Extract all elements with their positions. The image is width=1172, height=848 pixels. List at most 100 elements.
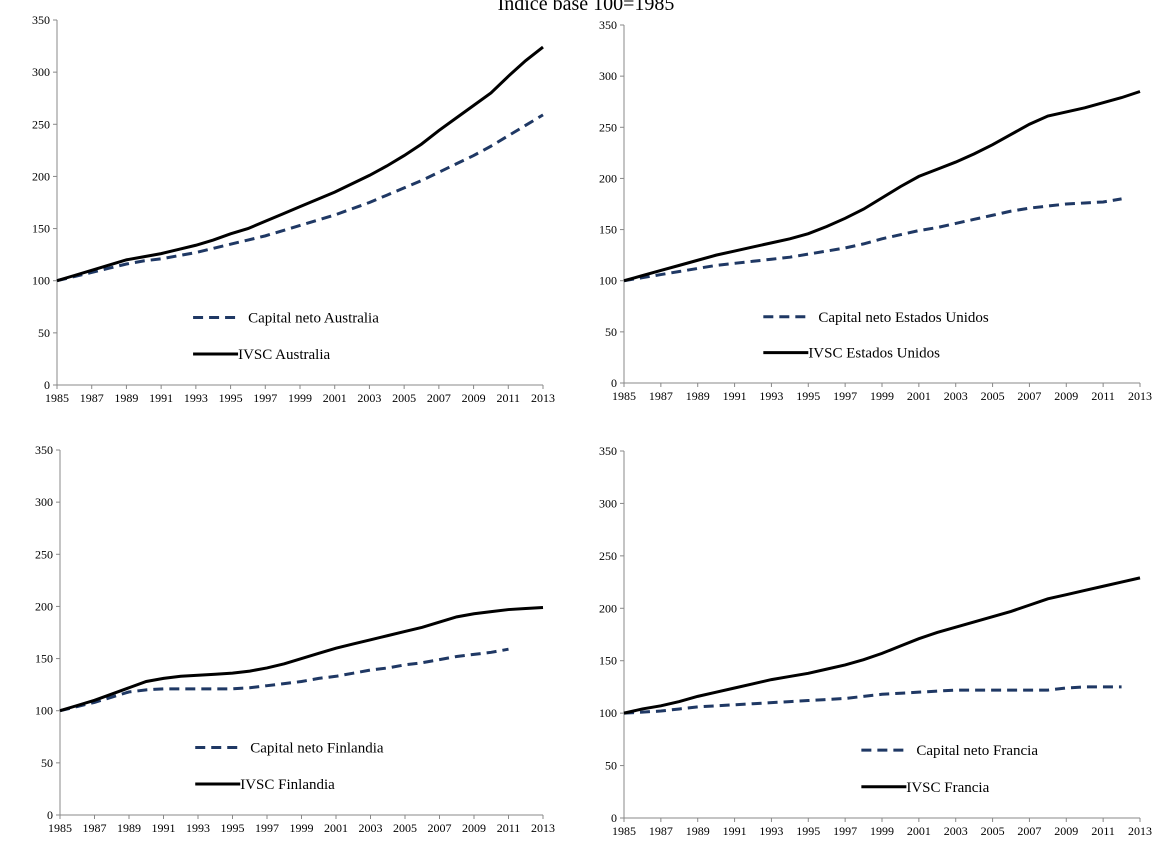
legend-label: IVSC Australia (238, 347, 330, 363)
legend-label: IVSC Finlandia (240, 777, 335, 793)
x-tick-label: 2011 (497, 391, 521, 405)
y-tick-label: 250 (35, 547, 53, 561)
y-tick-label: 200 (599, 171, 617, 185)
y-tick-label: 300 (35, 495, 53, 509)
series-line (56, 113, 544, 283)
y-tick-label: 50 (605, 759, 617, 773)
x-tick-label: 1999 (288, 391, 312, 405)
x-tick-label: 1985 (612, 389, 636, 403)
x-tick-label: 2003 (359, 821, 383, 835)
x-tick-label: 1989 (117, 821, 141, 835)
y-tick-label: 100 (599, 706, 617, 720)
series-line (56, 45, 544, 283)
y-tick-label: 200 (32, 169, 50, 183)
y-tick-label: 300 (599, 69, 617, 83)
x-tick-label: 2007 (1017, 389, 1041, 403)
x-tick-label: 1985 (45, 391, 69, 405)
x-tick-label: 2001 (907, 824, 931, 838)
y-tick-label: 350 (32, 13, 50, 27)
x-tick-label: 2003 (357, 391, 381, 405)
x-tick-label: 1999 (290, 821, 314, 835)
series-line (623, 685, 1122, 715)
y-tick-label: 350 (599, 444, 617, 458)
x-tick-label: 2007 (1017, 824, 1041, 838)
y-tick-label: 150 (599, 654, 617, 668)
y-tick-label: 250 (599, 549, 617, 563)
x-tick-label: 1991 (723, 824, 747, 838)
y-tick-label: 0 (47, 808, 53, 822)
x-tick-label: 2013 (1128, 389, 1152, 403)
x-tick-label: 1997 (255, 821, 279, 835)
x-tick-label: 1993 (186, 821, 210, 835)
y-tick-label: 250 (32, 117, 50, 131)
x-tick-label: 2011 (1091, 824, 1115, 838)
x-tick-label: 2005 (981, 824, 1005, 838)
x-tick-label: 2001 (907, 389, 931, 403)
x-tick-label: 2007 (427, 391, 451, 405)
legend-label: IVSC Estados Unidos (808, 346, 940, 362)
y-tick-label: 50 (605, 325, 617, 339)
x-tick-label: 2013 (531, 391, 555, 405)
x-tick-label: 1991 (149, 391, 173, 405)
legend-label: Capital neto Australia (248, 310, 379, 326)
series-line (59, 605, 544, 713)
x-tick-label: 1987 (80, 391, 104, 405)
x-tick-label: 2005 (981, 389, 1005, 403)
x-tick-label: 2003 (944, 824, 968, 838)
x-tick-label: 2013 (531, 821, 555, 835)
x-tick-label: 2013 (1128, 824, 1152, 838)
figure-title: Índice base 100=1985 (498, 0, 675, 15)
y-tick-label: 300 (599, 496, 617, 510)
x-tick-label: 2001 (324, 821, 348, 835)
legend-label: Capital neto Francia (916, 743, 1038, 759)
legend-label: Capital neto Estados Unidos (818, 310, 989, 326)
series-line (623, 197, 1122, 283)
x-tick-label: 1987 (83, 821, 107, 835)
series-line (59, 647, 509, 713)
x-tick-label: 1993 (184, 391, 208, 405)
y-tick-label: 50 (38, 326, 50, 340)
x-tick-label: 1995 (219, 391, 243, 405)
x-tick-label: 1999 (870, 389, 894, 403)
y-tick-label: 150 (599, 223, 617, 237)
series-line (623, 90, 1141, 283)
y-tick-label: 50 (41, 756, 53, 770)
x-tick-label: 2009 (1054, 824, 1078, 838)
x-tick-label: 2009 (462, 821, 486, 835)
x-tick-label: 1989 (114, 391, 138, 405)
x-tick-label: 1987 (649, 389, 673, 403)
y-tick-label: 350 (35, 443, 53, 457)
y-tick-label: 300 (32, 65, 50, 79)
x-tick-label: 2005 (392, 391, 416, 405)
x-tick-label: 1989 (686, 824, 710, 838)
x-tick-label: 2003 (944, 389, 968, 403)
x-tick-label: 2001 (323, 391, 347, 405)
y-tick-label: 0 (611, 376, 617, 390)
y-tick-label: 150 (35, 652, 53, 666)
x-tick-label: 1985 (612, 824, 636, 838)
y-tick-label: 0 (44, 378, 50, 392)
y-tick-label: 250 (599, 120, 617, 134)
x-tick-label: 1995 (796, 824, 820, 838)
x-tick-label: 1995 (221, 821, 245, 835)
x-tick-label: 2007 (428, 821, 452, 835)
x-tick-label: 1991 (723, 389, 747, 403)
x-tick-label: 1993 (759, 824, 783, 838)
y-tick-label: 100 (32, 274, 50, 288)
y-tick-label: 100 (599, 274, 617, 288)
x-tick-label: 2005 (393, 821, 417, 835)
x-tick-label: 1997 (833, 389, 857, 403)
x-tick-label: 1993 (759, 389, 783, 403)
x-tick-label: 2009 (1054, 389, 1078, 403)
x-tick-label: 2011 (1091, 389, 1115, 403)
y-tick-label: 200 (35, 599, 53, 613)
legend-label: IVSC Francia (906, 780, 989, 796)
x-tick-label: 1997 (253, 391, 277, 405)
y-tick-label: 350 (599, 18, 617, 32)
x-tick-label: 2011 (497, 821, 521, 835)
series-line (623, 576, 1141, 715)
x-tick-label: 1995 (796, 389, 820, 403)
x-tick-label: 1985 (48, 821, 72, 835)
x-tick-label: 2009 (462, 391, 486, 405)
